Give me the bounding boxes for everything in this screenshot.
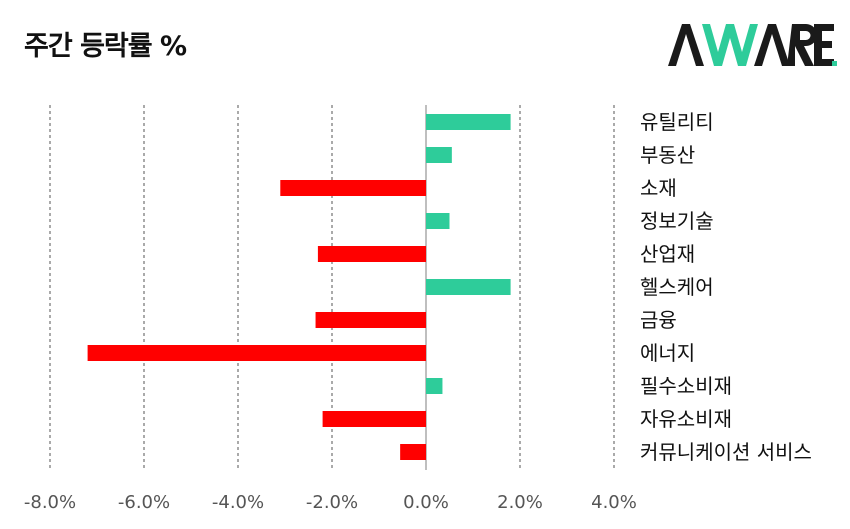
bar-2 [280,180,426,196]
bars [87,114,511,460]
bar-7 [87,345,426,361]
bar-5 [426,279,511,295]
bar-1 [426,147,452,163]
bar-9 [322,411,426,427]
category-label: 소재 [640,176,677,200]
x-tick-label: 2.0% [497,492,543,513]
category-label: 금융 [640,308,677,332]
aware-logo [668,20,838,74]
chart-title: 주간 등락률 % [24,31,187,62]
bar-3 [426,213,450,229]
x-tick-label: -4.0% [212,492,264,513]
category-label: 필수소비재 [640,374,732,398]
x-tick-label: 4.0% [591,492,637,513]
bar-8 [426,378,443,394]
x-tick-label: -6.0% [118,492,170,513]
category-label: 에너지 [640,341,695,365]
x-tick-label: -8.0% [24,492,76,513]
bar-10 [400,444,426,460]
category-label: 정보기술 [640,209,714,233]
gridlines [49,105,615,470]
category-label: 부동산 [640,143,695,167]
bar-0 [426,114,511,130]
x-tick-label: -2.0% [306,492,358,513]
category-label: 산업재 [640,242,695,266]
category-label: 헬스케어 [640,275,714,299]
x-axis-ticks: -8.0% -6.0% -4.0% -2.0% 0.0% 2.0% 4.0% [24,492,637,513]
bar-6 [315,312,426,328]
logo-graphic [668,24,837,66]
category-label: 자유소비재 [640,407,732,431]
x-tick-label: 0.0% [403,492,449,513]
category-labels: 유틸리티부동산소재정보기술산업재헬스케어금융에너지필수소비재자유소비재커뮤니케이… [640,110,812,464]
category-label: 유틸리티 [640,110,714,134]
bar-4 [317,246,426,262]
category-label: 커뮤니케이션 서비스 [640,440,812,464]
